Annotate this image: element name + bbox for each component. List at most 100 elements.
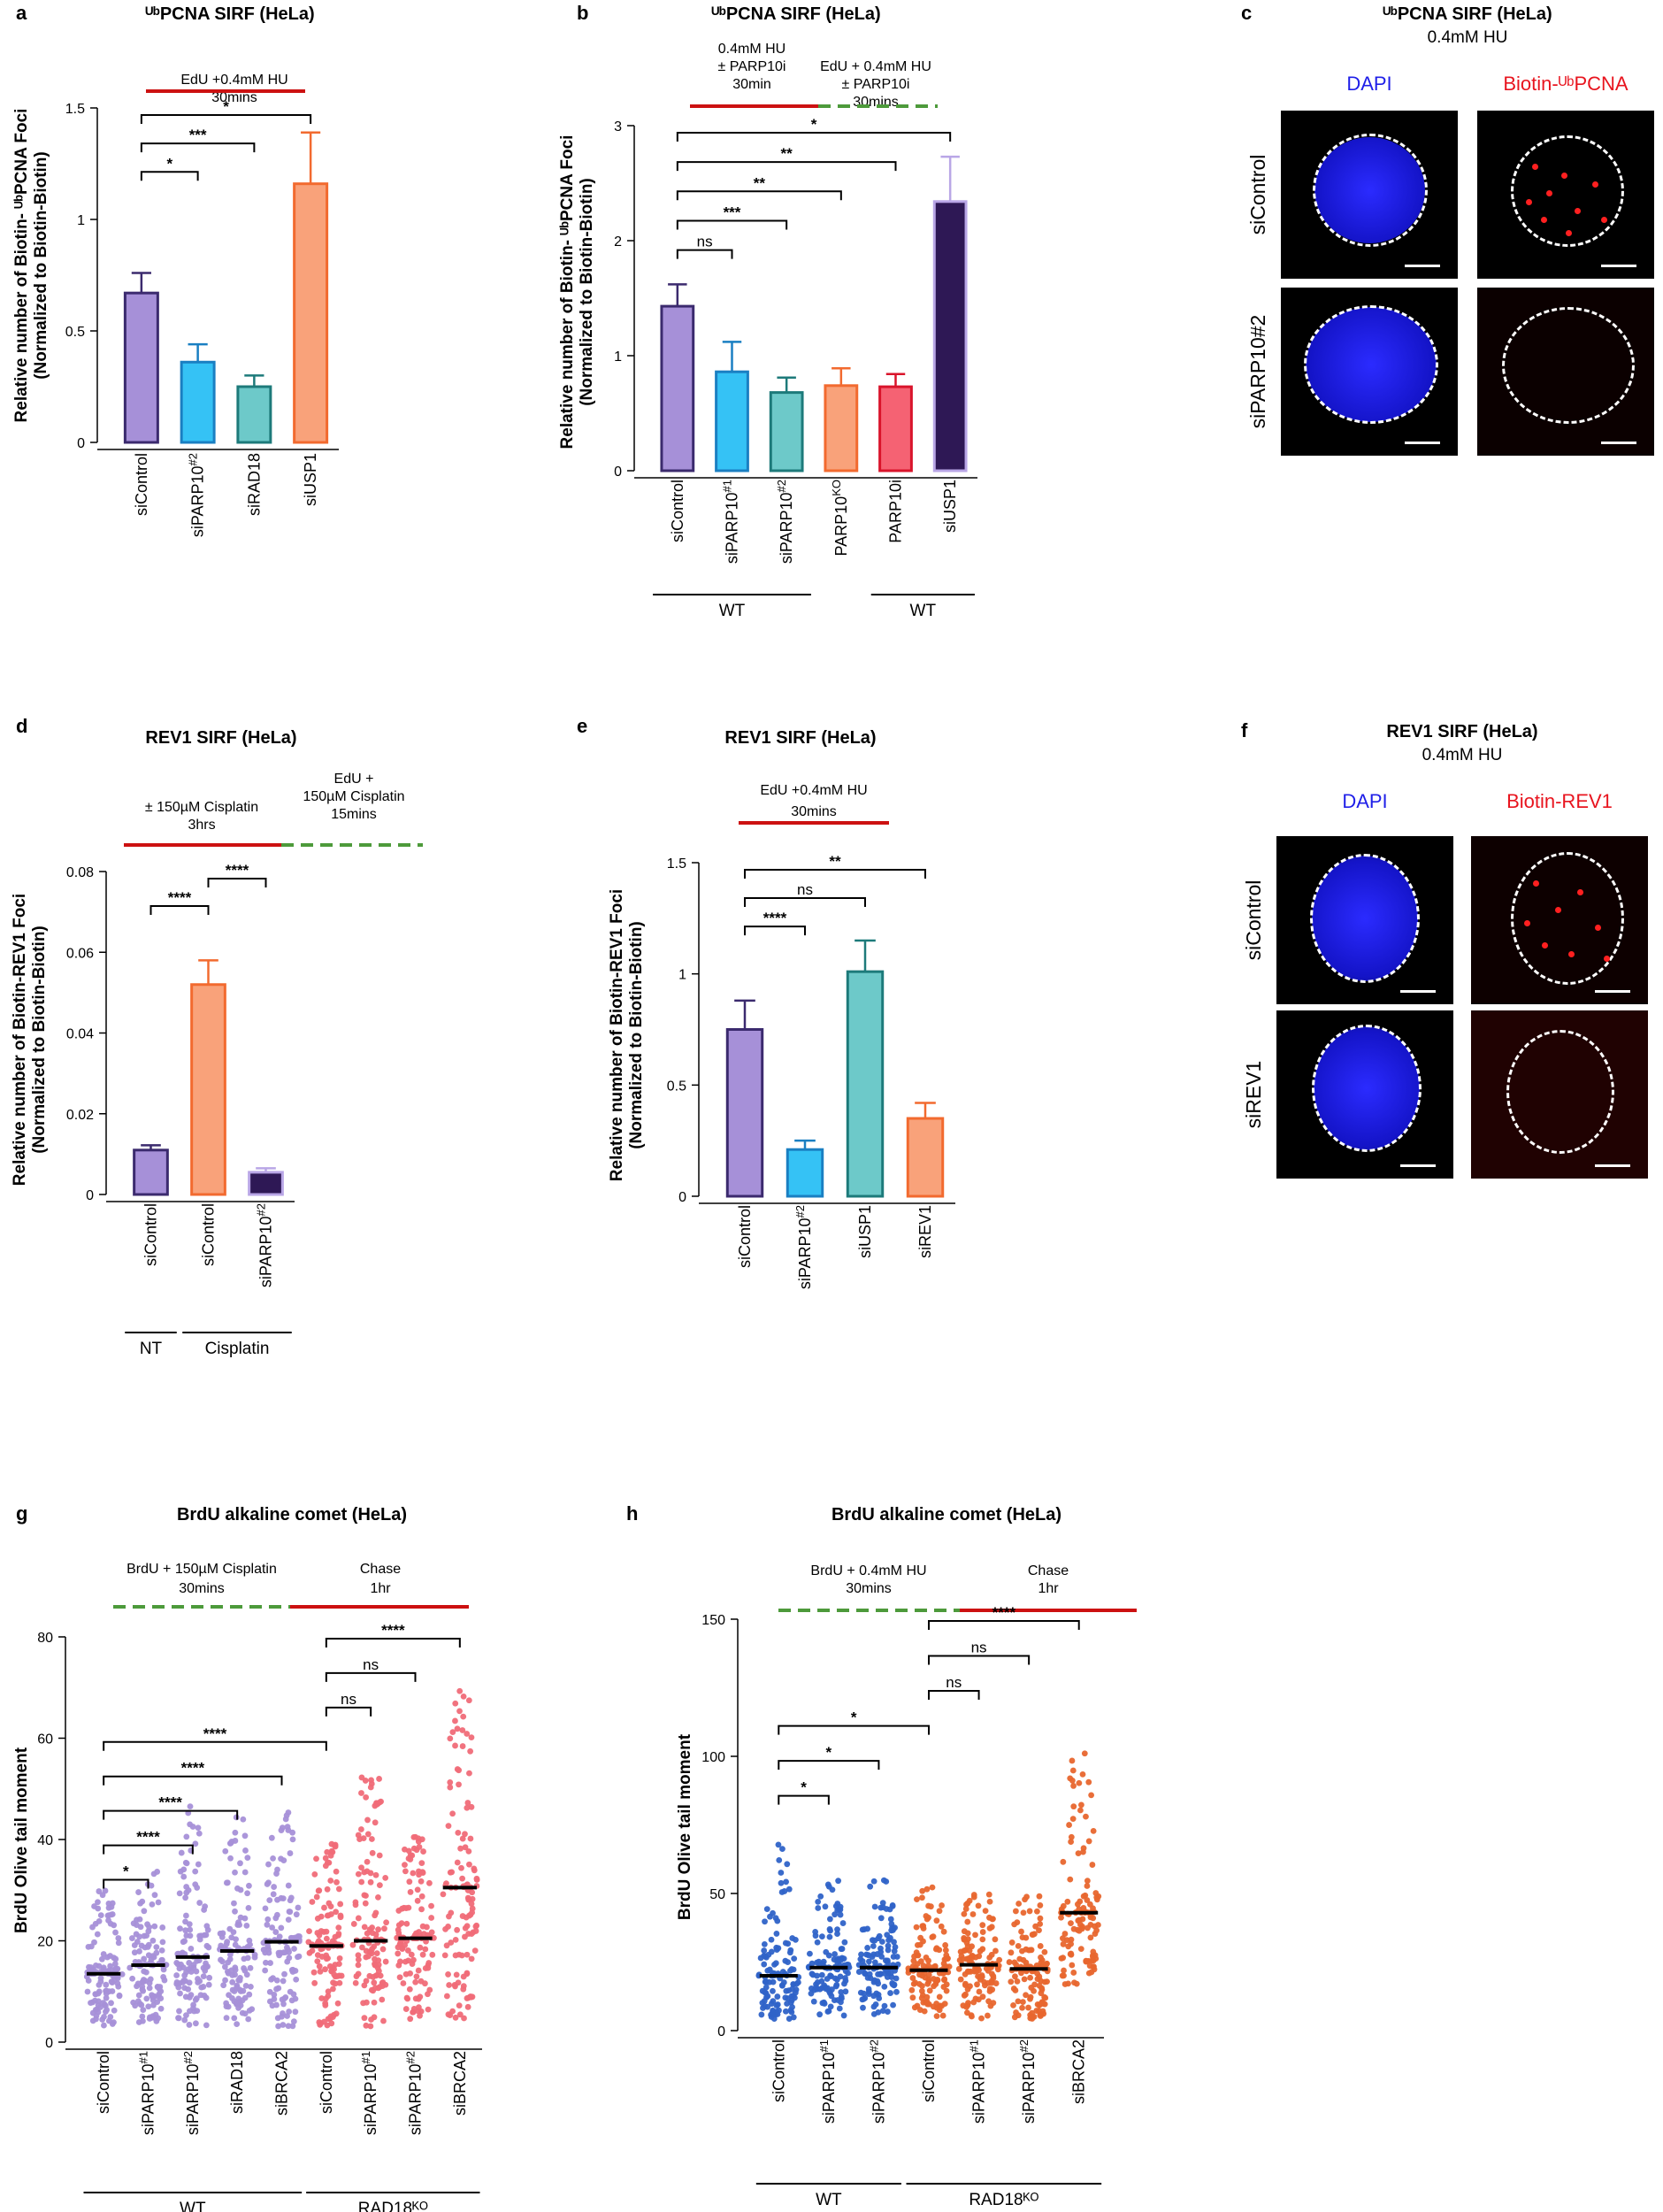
data-point: [762, 1918, 768, 1925]
scale-bar: [1595, 1164, 1630, 1167]
data-point: [116, 1993, 123, 2000]
data-point: [970, 1999, 977, 2006]
data-point: [232, 1908, 238, 1915]
data-point: [173, 1979, 180, 1985]
data-point: [822, 1903, 829, 1910]
data-point: [454, 1725, 461, 1732]
data-point: [459, 1835, 466, 1842]
data-point: [376, 1852, 383, 1859]
data-point: [223, 2015, 230, 2022]
data-point: [1089, 1862, 1096, 1868]
foci-dot: [1601, 217, 1607, 223]
data-point: [382, 1874, 389, 1881]
data-point: [1068, 1833, 1075, 1840]
data-point: [295, 1954, 301, 1961]
data-point: [913, 1924, 920, 1931]
data-point: [961, 1928, 968, 1935]
data-point: [1019, 1947, 1025, 1955]
scale-bar: [1400, 990, 1436, 993]
data-point: [1037, 1902, 1044, 1909]
scale-bar: [1601, 442, 1636, 444]
data-point: [315, 1938, 322, 1945]
data-point: [349, 1941, 356, 1948]
panel-letter: e: [577, 715, 587, 737]
data-point: [468, 1734, 475, 1741]
data-point: [834, 1926, 840, 1933]
foci-dot: [1575, 208, 1581, 214]
data-point: [369, 1946, 375, 1953]
data-point: [150, 1993, 157, 2001]
data-point: [324, 1886, 331, 1893]
data-point: [364, 1868, 371, 1875]
data-point: [206, 1974, 213, 1981]
data-point: [464, 1800, 471, 1806]
treatment-label: EdU +0.4mM HU: [760, 783, 867, 798]
data-point: [115, 1983, 122, 1990]
data-point: [139, 1898, 146, 1905]
bar: [725, 1028, 764, 1198]
category-label: siPARP10#1: [817, 2039, 838, 2124]
data-point: [325, 1912, 332, 1919]
data-point: [175, 1984, 182, 1991]
data-point: [778, 1879, 785, 1886]
category-label: siControl: [736, 1205, 754, 1268]
data-point: [1041, 1948, 1048, 1955]
data-point: [195, 1979, 202, 1985]
scale-bar: [1400, 1164, 1436, 1167]
data-point: [98, 1955, 105, 1962]
data-point: [961, 1936, 968, 1943]
data-point: [909, 1994, 916, 2001]
scale-bar: [1601, 265, 1636, 267]
data-point: [1023, 1992, 1029, 1999]
data-point: [826, 1925, 833, 1932]
data-point: [286, 1955, 293, 1962]
data-point: [456, 1767, 463, 1774]
data-point: [1018, 1928, 1024, 1935]
data-point: [310, 1969, 318, 1976]
data-point: [309, 1899, 316, 1905]
data-point: [195, 1830, 203, 1837]
data-point: [97, 1912, 104, 1919]
data-point: [784, 1861, 791, 1868]
data-point: [1088, 1792, 1095, 1799]
data-point: [1084, 1883, 1091, 1889]
panel-letter: f: [1241, 719, 1248, 741]
data-point: [1067, 1951, 1074, 1957]
significance-label: *: [123, 1863, 129, 1880]
data-point: [946, 1963, 953, 1970]
y-tick-label: 100: [701, 1750, 725, 1765]
data-point: [151, 1923, 158, 1930]
data-point: [403, 1994, 410, 2001]
data-point: [452, 1742, 458, 1749]
data-point: [376, 1882, 383, 1888]
significance-label: *: [801, 1779, 807, 1796]
significance-bracket: [928, 1620, 1080, 1630]
channel-label-dapi: DAPI: [1346, 73, 1391, 95]
data-point: [396, 1974, 403, 1981]
data-point: [158, 1947, 165, 1954]
data-point: [460, 1973, 467, 1980]
data-point: [318, 1954, 326, 1960]
significance-bracket: [928, 1655, 1031, 1665]
data-point: [134, 1980, 142, 1987]
data-point: [372, 1955, 378, 1962]
data-point: [418, 1878, 425, 1885]
data-point: [1010, 1985, 1017, 1992]
data-point: [136, 1916, 143, 1923]
significance-bracket: [325, 1671, 417, 1682]
bar: [906, 1117, 945, 1198]
data-point: [218, 1942, 225, 1949]
data-point: [246, 1937, 253, 1944]
data-point: [862, 1970, 868, 1977]
data-point: [130, 1999, 137, 2006]
data-point: [1033, 1908, 1040, 1915]
data-point: [829, 1886, 836, 1893]
data-point: [361, 1924, 368, 1931]
scale-bar: [1405, 265, 1440, 267]
significance-bracket: [140, 114, 312, 124]
data-point: [111, 2007, 118, 2014]
data-point: [327, 1903, 334, 1909]
data-point: [203, 2022, 210, 2029]
data-point: [1075, 1901, 1081, 1908]
significance-label: ****: [226, 862, 249, 879]
